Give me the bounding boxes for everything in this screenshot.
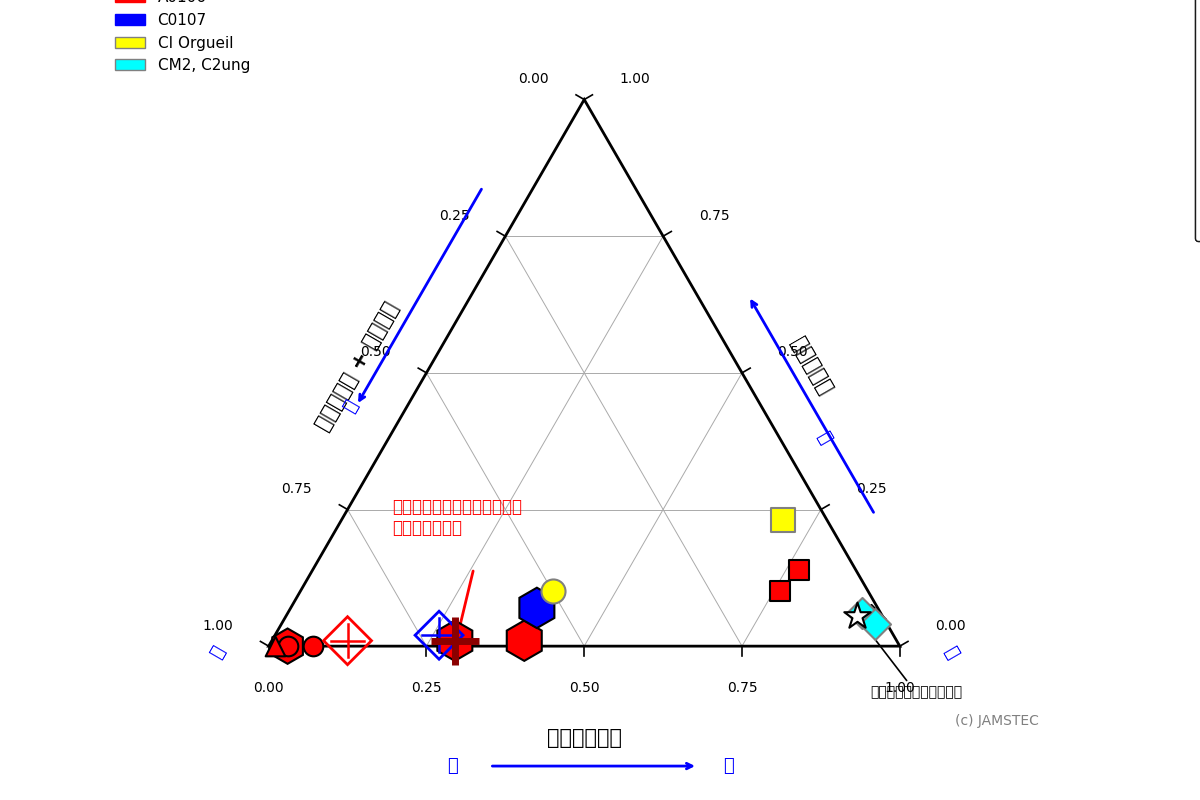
- Text: 0.25: 0.25: [857, 482, 887, 496]
- Text: ナトリウム + カリウム: ナトリウム + カリウム: [312, 299, 402, 434]
- Text: 1.00: 1.00: [619, 72, 650, 86]
- Text: 1.00: 1.00: [884, 681, 916, 695]
- Text: 0.00: 0.00: [935, 618, 966, 633]
- Text: 太陽系全体の化学組成比: 太陽系全体の化学組成比: [860, 620, 962, 699]
- Text: (c) JAMSTEC: (c) JAMSTEC: [955, 714, 1039, 728]
- Text: リュウグウの鉱物と接觧した
水組成の復元値: リュウグウの鉱物と接觧した 水組成の復元値: [391, 498, 522, 537]
- Point: [265, 640, 284, 653]
- Text: 0.75: 0.75: [281, 482, 312, 496]
- Text: 0.50: 0.50: [360, 346, 391, 359]
- Point: [774, 514, 793, 527]
- Point: [847, 610, 866, 622]
- Text: マグネシウム: マグネシウム: [547, 728, 622, 748]
- Text: 1.00: 1.00: [203, 618, 233, 633]
- Point: [862, 613, 881, 626]
- Point: [790, 563, 809, 576]
- Text: 多: 多: [814, 429, 834, 447]
- Text: 多: 多: [724, 757, 734, 775]
- Text: カルシウム: カルシウム: [787, 334, 835, 398]
- Text: 少: 少: [208, 643, 229, 662]
- Point: [865, 618, 884, 630]
- Point: [278, 640, 298, 653]
- Text: 0.25: 0.25: [439, 209, 469, 222]
- Text: 0.25: 0.25: [412, 681, 442, 695]
- Text: 0.50: 0.50: [778, 346, 808, 359]
- Text: 0.75: 0.75: [698, 209, 730, 222]
- Text: 少: 少: [940, 643, 961, 662]
- Text: 0.75: 0.75: [727, 681, 757, 695]
- Text: 0.50: 0.50: [569, 681, 600, 695]
- Point: [770, 585, 790, 598]
- Text: 0.00: 0.00: [518, 72, 548, 86]
- Point: [852, 607, 871, 620]
- Text: 多: 多: [341, 397, 361, 415]
- Text: 0.00: 0.00: [253, 681, 284, 695]
- Legend: 水, 塩化アンモニウム, 水質の復元値, , 熱水, 有機溶媒, ギ酸, 塩酸, , 太陽系の平均組成: 水, 塩化アンモニウム, 水質の復元値, , 熱水, 有機溶媒, ギ酸, 塩酸,…: [1195, 0, 1200, 241]
- Point: [544, 585, 563, 598]
- Text: 少: 少: [448, 757, 458, 775]
- Point: [304, 640, 323, 653]
